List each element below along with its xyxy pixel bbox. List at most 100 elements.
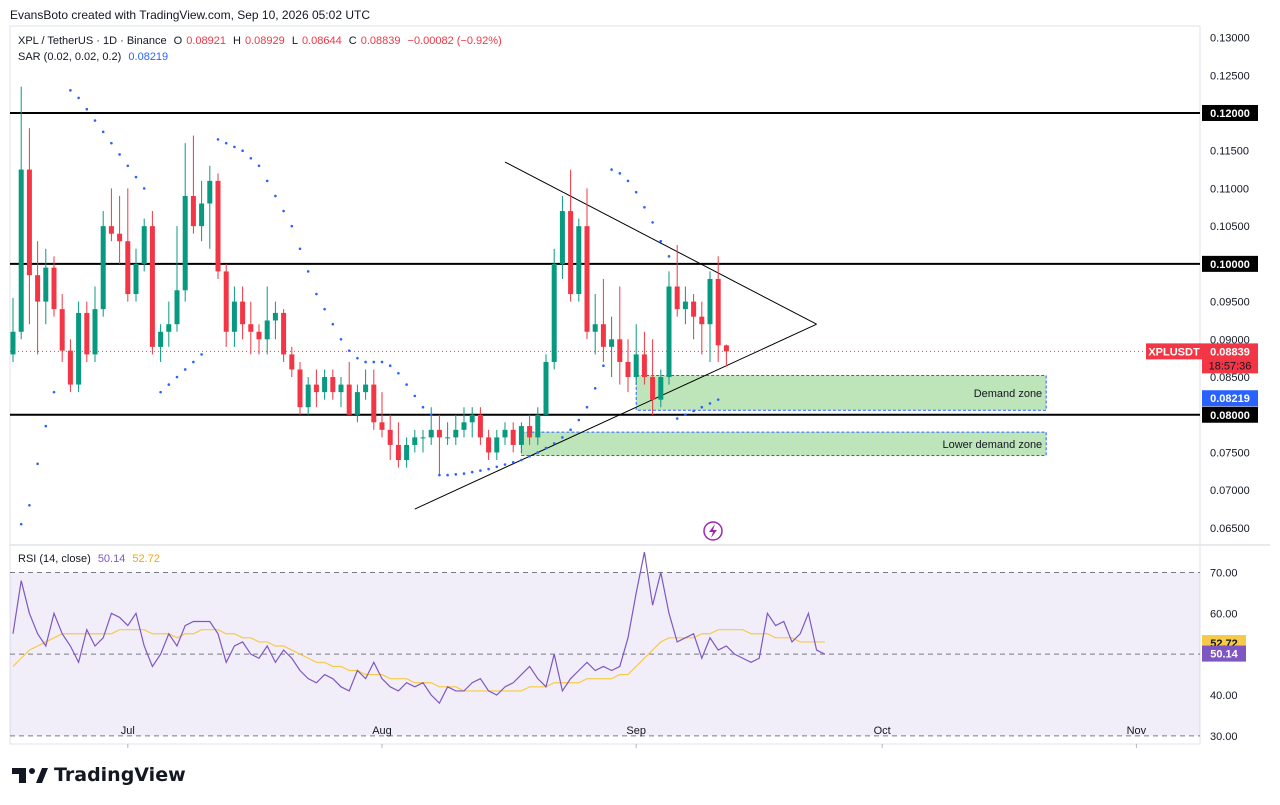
- sar-dot: [274, 194, 277, 198]
- sar-dot: [290, 224, 294, 228]
- candle-body: [502, 429, 508, 438]
- candle-body: [248, 324, 254, 332]
- price-tick-label: 0.09500: [1210, 297, 1250, 309]
- sar-dot: [585, 405, 589, 409]
- sar-dot: [241, 149, 244, 153]
- candle-body: [535, 414, 541, 438]
- triangle-pattern: [414, 161, 817, 510]
- candle-body: [231, 301, 237, 332]
- price-tick-label: 0.12500: [1210, 70, 1250, 82]
- high-label: H: [233, 35, 241, 47]
- sar-dot: [454, 473, 458, 476]
- price-tick-label: 0.10500: [1210, 221, 1250, 233]
- candle-body: [35, 275, 41, 302]
- candle-body: [527, 426, 533, 438]
- candle-body: [108, 226, 114, 234]
- sar-legend[interactable]: SAR (0.02, 0.02, 0.2) 0.08219: [18, 51, 172, 63]
- symbol-tag-box: [1146, 343, 1202, 360]
- level-price-text: 0.10000: [1210, 259, 1250, 271]
- sar-dot: [716, 398, 720, 401]
- grid: [9, 25, 1270, 745]
- lightning-icon[interactable]: [703, 521, 723, 541]
- sar-dot: [413, 394, 417, 398]
- sar-dot: [602, 364, 605, 368]
- sar-dot: [224, 141, 228, 145]
- price-tick-label: 0.09000: [1210, 334, 1250, 346]
- symbol-legend: XPL / TetherUS · 1D · Binance O 0.08921 H…: [18, 35, 506, 47]
- candle-body: [346, 384, 352, 415]
- level-price-box: [1202, 104, 1258, 121]
- sar-dot: [520, 458, 523, 462]
- candle-body: [26, 169, 32, 276]
- candle-body: [76, 312, 82, 385]
- symbol-label[interactable]: XPL / TetherUS · 1D · Binance: [18, 35, 167, 47]
- candle-body: [141, 226, 147, 264]
- sar-dot: [380, 360, 384, 364]
- rsi-value-box: [1202, 645, 1246, 662]
- price-tick-label: 0.07500: [1210, 447, 1250, 459]
- sar-dot: [118, 153, 121, 156]
- candle-body: [559, 211, 565, 264]
- zone-rect: [635, 375, 1047, 411]
- sar-dot: [569, 428, 572, 432]
- rsi-value: 50.14: [97, 553, 126, 565]
- sar-dot: [331, 322, 335, 326]
- sar-dot: [667, 255, 671, 258]
- sar-dot: [93, 119, 97, 122]
- sar-dot: [479, 469, 482, 472]
- sar-dot: [372, 360, 376, 364]
- countdown-text: 18:57:36: [1209, 360, 1252, 372]
- candle-body: [650, 377, 656, 400]
- candle-body: [469, 414, 475, 423]
- sar-dot: [528, 454, 531, 458]
- sar-dot: [110, 141, 113, 145]
- candle-body: [67, 350, 73, 385]
- level-price-box: [1202, 406, 1258, 423]
- last-price-text: 0.08839: [1210, 346, 1250, 358]
- candle-body: [723, 345, 729, 352]
- price-tick-label: 0.07000: [1210, 485, 1250, 497]
- last-price-box: [1202, 343, 1258, 374]
- sar-dot: [561, 436, 564, 439]
- triangle-upper-line: [504, 161, 817, 325]
- candle-body: [682, 301, 688, 310]
- sar-dot: [282, 209, 285, 213]
- level-price-box: [1202, 255, 1258, 272]
- candle-body: [707, 278, 713, 325]
- price-labels: 0.12000 0.10000 0.08000 XPLUSDT 0.08839 18:57…: [1146, 104, 1258, 662]
- candle-body: [363, 384, 369, 393]
- sar-dot: [388, 364, 392, 368]
- candle-body: [510, 429, 516, 445]
- rsi-tick-label: 30.00: [1210, 731, 1238, 743]
- time-axis: Jul Aug Sep Oct Nov: [121, 725, 1147, 748]
- candle-body: [699, 316, 705, 325]
- candle-body: [149, 226, 155, 347]
- candle-body: [518, 426, 524, 445]
- sar-dot: [421, 405, 425, 409]
- candle-body: [305, 384, 311, 408]
- time-tick-label: Nov: [1127, 725, 1147, 737]
- candle-body: [412, 437, 418, 445]
- candle-body: [100, 226, 106, 310]
- sar-dot: [700, 405, 704, 409]
- rsi-tick-label: 70.00: [1210, 568, 1238, 580]
- tradingview-logo[interactable]: TradingView: [12, 764, 186, 786]
- sar-dot: [626, 179, 630, 183]
- close-value: 0.08839: [360, 35, 401, 47]
- candle-body: [51, 267, 57, 310]
- price-tick-label: 0.06500: [1210, 523, 1250, 535]
- sar-price-text: 0.08219: [1210, 393, 1250, 405]
- zone-label: Demand zone: [974, 388, 1043, 400]
- candle-body: [486, 437, 492, 453]
- sar-dot: [593, 387, 597, 390]
- rsi-legend[interactable]: RSI (14, close) 50.14 52.72: [18, 553, 164, 565]
- candle-body: [404, 444, 410, 461]
- sar-dot: [339, 338, 343, 341]
- candle-body: [158, 331, 164, 347]
- sar-price-box: [1202, 390, 1258, 407]
- candle-body: [445, 437, 451, 439]
- sar-dot: [610, 168, 613, 171]
- candle-body: [584, 226, 590, 332]
